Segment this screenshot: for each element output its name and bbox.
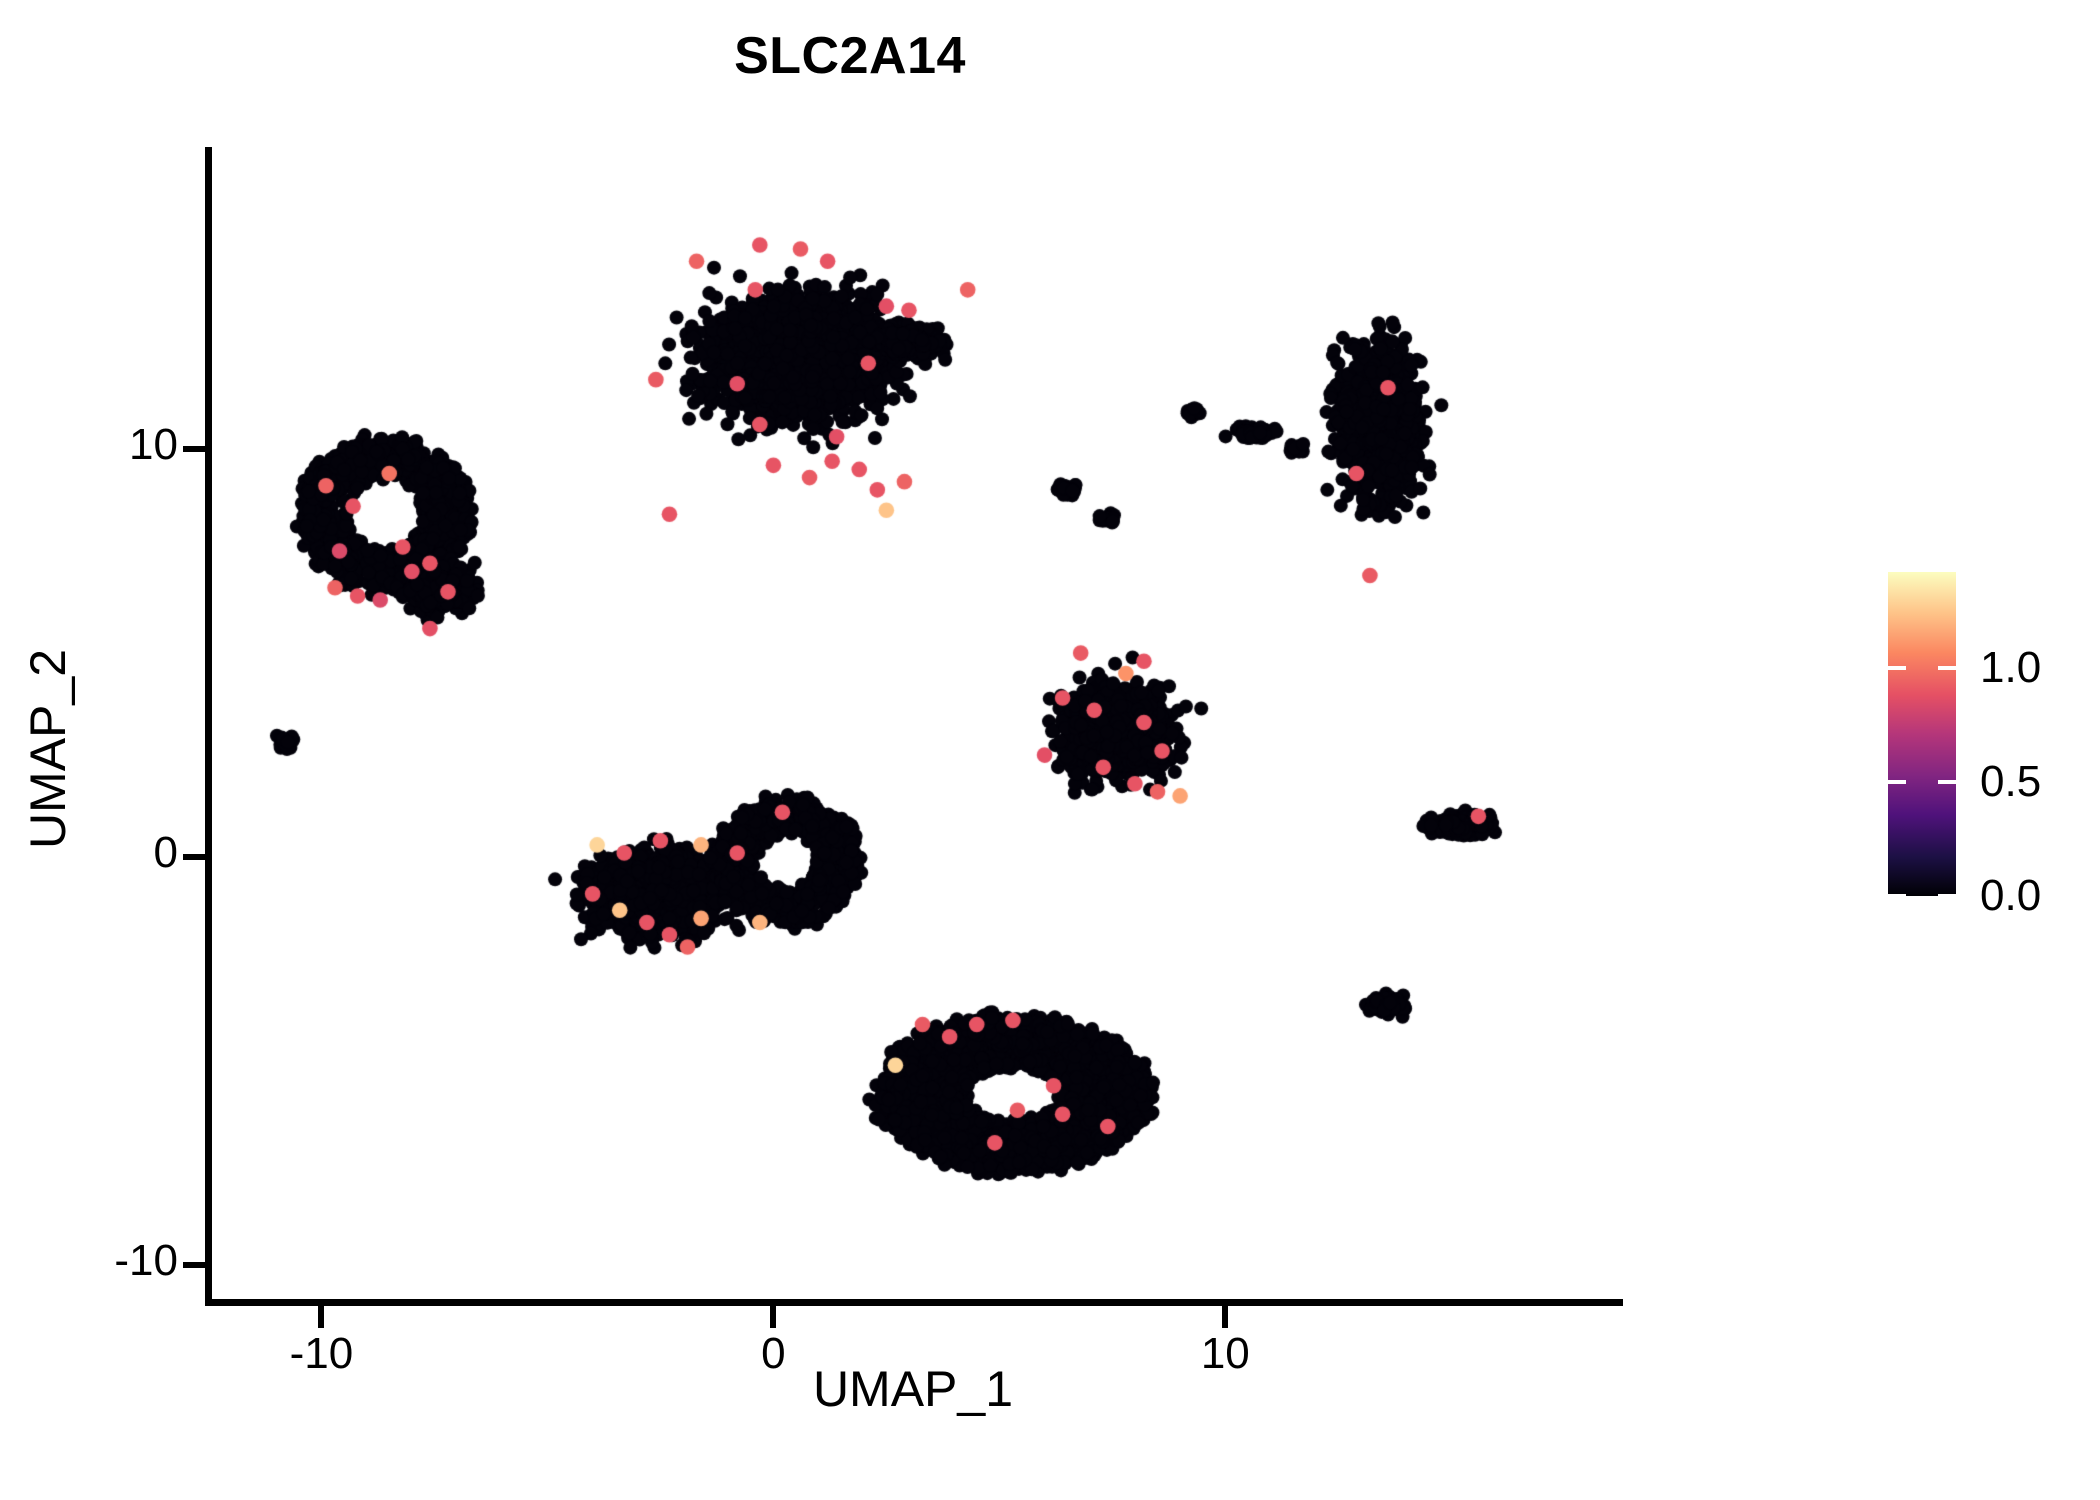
legend-tick-label: 0.0 <box>1980 871 2042 920</box>
x-tick-mark <box>318 1306 325 1328</box>
y-tick-label: -10 <box>114 1236 178 1286</box>
legend-tick-mark <box>1938 779 1956 784</box>
y-axis-title: UMAP_2 <box>20 648 76 850</box>
legend-tick-mark <box>1888 665 1906 670</box>
scatter-plot-panel[interactable] <box>213 147 1623 1302</box>
legend-tick-mark <box>1938 665 1956 670</box>
legend-tick-label: 0.5 <box>1980 756 2042 806</box>
page-title: SLC2A14 <box>734 27 966 85</box>
y-tick-label: 10 <box>129 420 178 469</box>
x-tick-label: 0 <box>761 1329 786 1378</box>
x-axis-title: UMAP_1 <box>812 1361 1014 1417</box>
x-axis-line <box>205 1299 1623 1306</box>
x-tick-mark <box>770 1306 777 1328</box>
x-tick-mark <box>1222 1306 1229 1328</box>
y-axis-line <box>205 147 212 1305</box>
legend-tick-mark <box>1888 779 1906 784</box>
legend-tick-mark <box>1888 894 1906 898</box>
y-tick-mark <box>183 854 205 861</box>
y-tick-mark <box>183 1262 205 1269</box>
legend-tick-mark <box>1938 894 1956 898</box>
x-tick-label: 10 <box>1200 1329 1250 1378</box>
y-tick-mark <box>183 446 205 452</box>
x-tick-label: -10 <box>289 1329 354 1378</box>
y-tick-label: 0 <box>153 828 178 878</box>
colorbar-legend[interactable]: 0.0 0.5 1.0 <box>1888 572 2041 918</box>
umap-scatter-points <box>213 147 1623 1302</box>
legend-tick-label: 1.0 <box>1980 642 2042 692</box>
colorbar-gradient: 0.0 0.5 1.0 <box>1888 572 2041 918</box>
